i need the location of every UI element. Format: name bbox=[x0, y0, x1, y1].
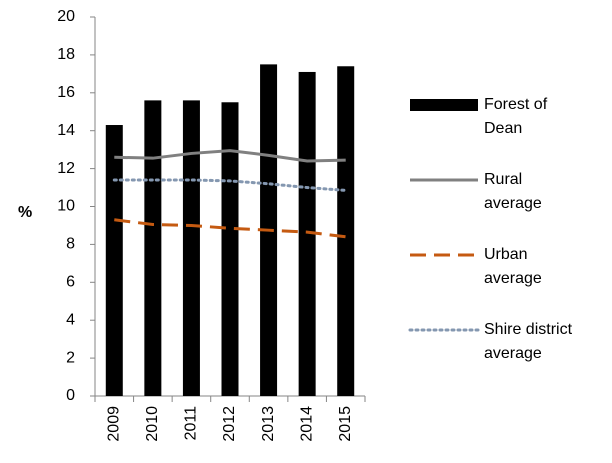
x-tick-label: 2013 bbox=[260, 406, 277, 442]
y-tick-label: 8 bbox=[66, 236, 75, 253]
y-axis-label: % bbox=[18, 204, 32, 221]
bar bbox=[337, 66, 355, 397]
legend-symbol bbox=[410, 99, 478, 111]
y-tick-label: 14 bbox=[57, 122, 75, 139]
y-tick-label: 20 bbox=[57, 8, 75, 25]
y-tick-label: 2 bbox=[66, 349, 75, 366]
y-tick-label: 0 bbox=[66, 387, 75, 404]
y-tick-label: 16 bbox=[57, 84, 75, 101]
legend-label: Forest of Dean bbox=[484, 96, 548, 137]
y-tick-label: 12 bbox=[57, 160, 75, 177]
line-series bbox=[114, 218, 346, 239]
legend-label: Shire district average bbox=[484, 321, 573, 362]
bar bbox=[144, 100, 162, 396]
y-tick-label: 10 bbox=[57, 198, 75, 215]
x-tick-label: 2009 bbox=[106, 406, 123, 442]
bar bbox=[298, 71, 316, 396]
x-tick-label: 2010 bbox=[144, 406, 161, 442]
bar bbox=[182, 100, 200, 396]
bar bbox=[221, 102, 239, 397]
x-tick-label: 2011 bbox=[183, 406, 200, 441]
y-tick-label: 18 bbox=[57, 46, 75, 63]
x-tick-label: 2014 bbox=[298, 406, 315, 442]
x-tick-label: 2012 bbox=[221, 406, 238, 442]
legend-label: Urban average bbox=[484, 246, 542, 287]
legend-label: Rural average bbox=[484, 171, 542, 212]
bar bbox=[105, 125, 123, 396]
y-tick-label: 4 bbox=[66, 311, 75, 328]
line-series bbox=[112, 178, 348, 192]
x-tick-label: 2015 bbox=[337, 406, 354, 442]
line-series bbox=[114, 149, 346, 163]
y-tick-label: 6 bbox=[66, 274, 75, 291]
